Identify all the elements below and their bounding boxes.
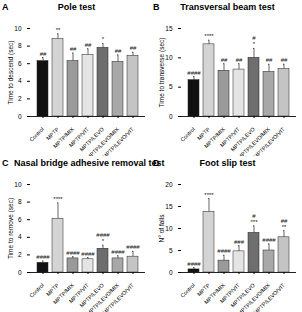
html-text:Foot slip test: Foot slip test bbox=[199, 158, 256, 168]
svg-text:####: #### bbox=[81, 251, 95, 257]
svg-text:0: 0 bbox=[18, 269, 22, 276]
svg-text:####: #### bbox=[111, 249, 125, 255]
svg-text:MPTP/VIT: MPTP/VIT bbox=[218, 282, 241, 305]
svg-text:MPTP: MPTP bbox=[44, 282, 60, 298]
svg-text:0: 0 bbox=[169, 113, 173, 120]
svg-text:8: 8 bbox=[18, 42, 22, 49]
svg-text:Time to transverse (sec): Time to transverse (sec) bbox=[158, 38, 166, 108]
html-text:A: A bbox=[2, 2, 9, 12]
svg-text:#***: #*** bbox=[250, 213, 258, 225]
svg-text:15: 15 bbox=[165, 203, 173, 210]
html-text:C: C bbox=[2, 158, 9, 168]
svg-text:****: **** bbox=[204, 192, 214, 198]
svg-text:MPTP/MIX: MPTP/MIX bbox=[202, 126, 226, 150]
svg-text:5: 5 bbox=[169, 83, 173, 90]
svg-text:####: #### bbox=[187, 70, 201, 76]
svg-text:##: ## bbox=[130, 45, 137, 51]
svg-text:20: 20 bbox=[165, 181, 173, 188]
svg-text:####: #### bbox=[66, 250, 80, 256]
svg-text:Control: Control bbox=[179, 126, 196, 143]
svg-text:****: **** bbox=[204, 33, 214, 39]
svg-text:8: 8 bbox=[18, 198, 22, 205]
svg-text:MPTP: MPTP bbox=[195, 282, 211, 298]
svg-text:MPTP/LEVO/VIT: MPTP/LEVO/VIT bbox=[252, 126, 286, 156]
svg-text:2: 2 bbox=[18, 251, 22, 258]
svg-text:N° of falls: N° of falls bbox=[158, 214, 165, 243]
svg-text:MPTP: MPTP bbox=[44, 126, 60, 142]
svg-text:##: ## bbox=[221, 57, 228, 63]
svg-text:MPTP/VIT: MPTP/VIT bbox=[218, 126, 241, 149]
svg-text:##: ## bbox=[281, 57, 288, 63]
svg-text:0: 0 bbox=[169, 269, 173, 276]
svg-text:4: 4 bbox=[18, 77, 22, 84]
svg-text:MPTP/MIX: MPTP/MIX bbox=[51, 282, 75, 306]
html-text:Pole test: Pole test bbox=[57, 2, 96, 12]
svg-text:####*: ####* bbox=[96, 232, 110, 244]
svg-text:MPTP/LEVO/VIT: MPTP/LEVO/VIT bbox=[101, 126, 135, 156]
svg-text:##: ## bbox=[266, 57, 273, 63]
svg-text:*: * bbox=[102, 36, 105, 42]
svg-text:****: **** bbox=[53, 196, 63, 202]
html-text:D: D bbox=[153, 158, 160, 168]
svg-text:5: 5 bbox=[169, 247, 173, 254]
svg-text:Time to remove (sec): Time to remove (sec) bbox=[7, 198, 15, 259]
svg-text:10: 10 bbox=[165, 225, 173, 232]
svg-text:MPTP/MIX: MPTP/MIX bbox=[51, 126, 75, 150]
svg-text:6: 6 bbox=[18, 216, 22, 223]
svg-text:##: ## bbox=[236, 57, 243, 63]
svg-text:0: 0 bbox=[18, 113, 22, 120]
svg-text:###: ### bbox=[234, 239, 245, 245]
svg-text:#*: #* bbox=[252, 35, 256, 47]
svg-text:**: ** bbox=[56, 27, 61, 33]
svg-text:10: 10 bbox=[165, 54, 173, 61]
svg-text:MPTP/VIT: MPTP/VIT bbox=[67, 282, 90, 305]
svg-text:4: 4 bbox=[18, 233, 22, 240]
svg-text:####: #### bbox=[126, 244, 140, 250]
svg-text:##: ## bbox=[85, 42, 92, 48]
svg-text:####: #### bbox=[36, 254, 50, 260]
svg-text:##**: ##** bbox=[281, 218, 288, 230]
svg-text:10: 10 bbox=[14, 181, 22, 188]
svg-text:##: ## bbox=[115, 48, 122, 54]
html-text:B: B bbox=[153, 2, 160, 12]
svg-text:6: 6 bbox=[18, 60, 22, 67]
svg-text:MPTP/LEVO/VIT: MPTP/LEVO/VIT bbox=[101, 282, 135, 312]
svg-text:##: ## bbox=[40, 51, 47, 57]
svg-text:MPTP/LEVO/VIT: MPTP/LEVO/VIT bbox=[252, 282, 286, 312]
svg-text:####: #### bbox=[262, 237, 276, 243]
svg-text:10: 10 bbox=[14, 25, 22, 32]
svg-text:Time to descend (sec): Time to descend (sec) bbox=[7, 40, 15, 104]
svg-text:####: #### bbox=[217, 248, 231, 254]
svg-text:Control: Control bbox=[28, 126, 45, 143]
svg-text:MPTP/MIX: MPTP/MIX bbox=[202, 282, 226, 306]
svg-text:MPTP/VIT: MPTP/VIT bbox=[67, 126, 90, 149]
html-text:Nasal bridge adhesive removal: Nasal bridge adhesive removal test bbox=[14, 158, 165, 168]
svg-text:MPTP: MPTP bbox=[195, 126, 211, 142]
svg-text:15: 15 bbox=[165, 25, 173, 32]
svg-text:####: #### bbox=[187, 261, 201, 267]
svg-text:2: 2 bbox=[18, 95, 22, 102]
svg-text:Control: Control bbox=[28, 282, 45, 299]
svg-text:##: ## bbox=[70, 46, 77, 52]
html-text:Transversal beam test: Transversal beam test bbox=[180, 2, 275, 12]
svg-text:Control: Control bbox=[179, 282, 196, 299]
